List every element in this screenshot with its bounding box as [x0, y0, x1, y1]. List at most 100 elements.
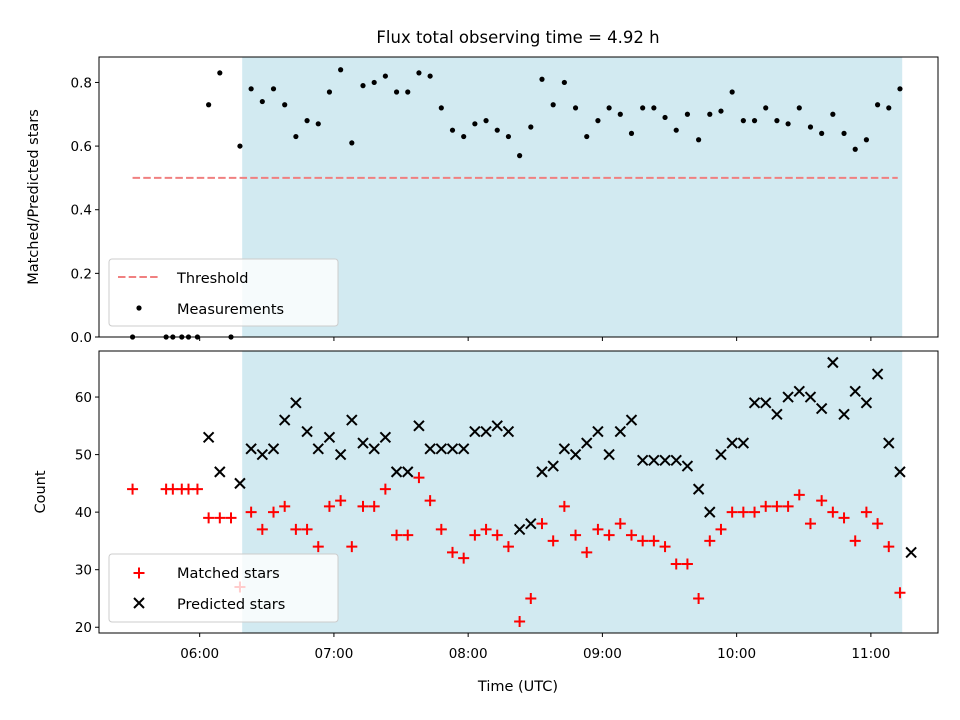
matched-star-point: [391, 529, 403, 541]
matched-star-point: [402, 529, 414, 541]
matched-star-point: [603, 529, 615, 541]
matched-star-point: [323, 500, 335, 512]
measurement-point: [349, 140, 355, 146]
matched-star-point: [413, 472, 425, 484]
predicted-star-point: [715, 448, 727, 461]
matched-star-point: [760, 500, 772, 512]
measurement-point: [293, 133, 299, 140]
predicted-star-point: [670, 454, 682, 467]
predicted-star-point: [214, 466, 226, 478]
predicted-star-point: [502, 425, 515, 438]
predicted-star-point: [592, 425, 604, 438]
legend-threshold-label: Threshold: [176, 271, 248, 287]
predicted-star-point: [659, 454, 671, 467]
matched-star-point: [424, 495, 436, 507]
predicted-star-point: [692, 483, 705, 495]
measurement-point: [472, 121, 478, 127]
matched-star-point: [592, 523, 604, 535]
legend-predicted-label: Predicted stars: [177, 597, 285, 613]
predicted-star-point: [603, 448, 615, 461]
measurement-point: [483, 118, 489, 124]
predicted-star-point: [536, 466, 548, 478]
legend-measurements-swatch: [136, 305, 142, 311]
predicted-star-point: [245, 443, 257, 455]
matched-star-point: [681, 558, 693, 570]
predicted-star-point: [491, 420, 503, 432]
bottom-plot-frame: [98, 350, 939, 634]
matched-star-point: [547, 535, 559, 547]
measurement-point: [572, 105, 579, 111]
predicted-star-point: [256, 448, 269, 461]
measurement-point: [371, 79, 377, 86]
predicted-star-point: [301, 425, 313, 438]
matched-star-point: [357, 500, 369, 512]
legend-box: [108, 553, 339, 623]
measurement-point: [438, 105, 444, 111]
matched-star-point: [659, 541, 671, 553]
measurement-point: [595, 118, 601, 124]
matched-star-point: [715, 523, 727, 535]
predicted-star-point: [625, 414, 638, 426]
measurement-point: [315, 121, 321, 127]
legend-matched-label: Matched stars: [177, 566, 280, 582]
matched-star-point: [570, 529, 582, 541]
predicted-star-point: [815, 402, 828, 415]
matched-star-point: [446, 546, 458, 558]
predicted-star-point: [704, 506, 716, 518]
predicted-star-point: [469, 425, 481, 438]
y-tick-label: 0.6: [71, 139, 92, 155]
matched-star-point: [268, 506, 280, 518]
predicted-star-point: [905, 546, 917, 559]
predicted-star-point: [871, 368, 884, 380]
matched-star-point: [771, 500, 783, 512]
predicted-star-point: [737, 437, 750, 449]
predicted-star-point: [760, 397, 772, 409]
measurement-point: [819, 130, 825, 136]
measurement-point: [405, 89, 411, 95]
legend-matched-swatch: [133, 567, 145, 579]
predicted-star-point: [636, 454, 649, 467]
measurement-point: [427, 73, 433, 79]
matched-star-point: [290, 523, 302, 535]
x-axis-label: Time (UTC): [477, 679, 558, 695]
predicted-star-point: [827, 356, 839, 369]
predicted-star-point: [513, 523, 526, 536]
measurement-point: [785, 121, 791, 127]
predicted-star-point: [681, 460, 694, 472]
measurement-point: [774, 118, 780, 124]
predicted-star-point: [202, 431, 215, 444]
measurement-point: [561, 79, 567, 86]
predicted-star-point: [894, 466, 906, 478]
y-tick-label: 0.4: [71, 203, 92, 219]
x-tick-label: 10:00: [717, 646, 756, 662]
y-axis-label: Matched/Predicted stars: [26, 109, 42, 285]
matched-star-point: [279, 500, 291, 512]
predicted-star-point: [312, 443, 324, 455]
predicted-star-point: [648, 454, 660, 467]
predicted-star-point: [446, 443, 459, 455]
matched-star-point: [245, 506, 257, 518]
y-tick-label: 0.8: [71, 75, 92, 91]
matched-star-point: [558, 500, 570, 512]
y-tick-label: 20: [75, 620, 92, 636]
measurement-point: [863, 137, 870, 143]
measurement-point: [237, 143, 243, 149]
observing-interval-shade: [242, 57, 903, 337]
y-tick-label: 60: [75, 390, 92, 406]
measurement-point: [707, 111, 713, 117]
predicted-star-point: [883, 437, 895, 449]
predicted-star-point: [804, 391, 817, 403]
chart-title: Flux total observing time = 4.92 h: [376, 28, 659, 47]
measurement-point: [673, 127, 679, 133]
predicted-star-point: [771, 408, 783, 421]
measurement-point: [740, 118, 746, 124]
matched-star-point: [368, 500, 380, 512]
predicted-star-point: [525, 517, 537, 530]
matched-star-point: [827, 506, 839, 518]
matched-star-point: [435, 523, 447, 535]
matched-star-point: [838, 512, 850, 524]
predicted-star-point: [267, 443, 280, 455]
matched-star-point: [860, 506, 872, 518]
predicted-star-point: [402, 466, 414, 478]
